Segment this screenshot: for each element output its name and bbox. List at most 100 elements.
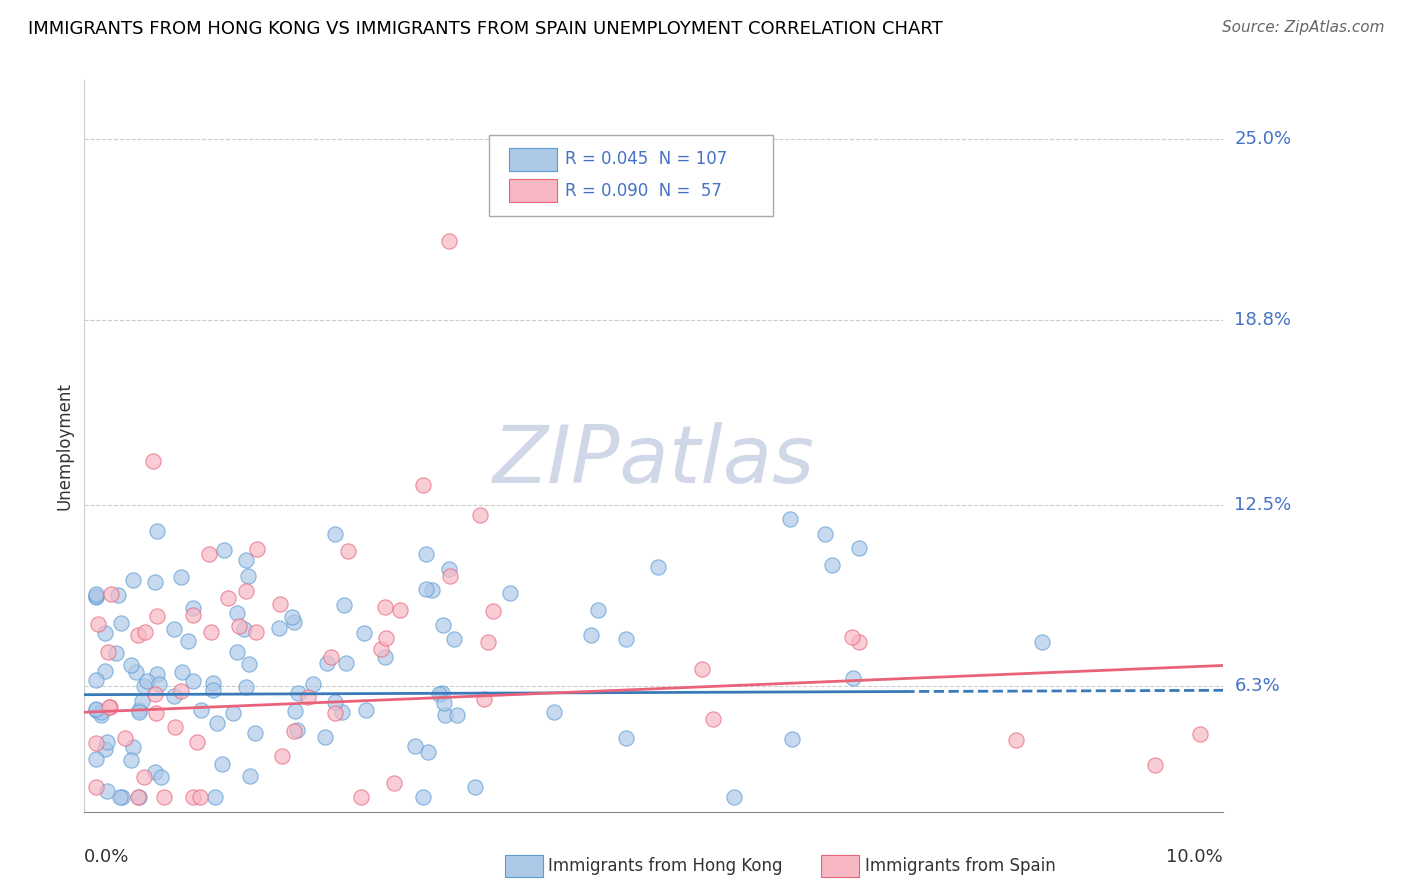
Point <box>84 673 107 687</box>
Point <box>90 708 112 723</box>
Point <box>163 622 186 636</box>
Point <box>443 632 465 646</box>
Point <box>145 764 167 779</box>
Point <box>420 583 443 598</box>
Point <box>181 790 204 805</box>
Point <box>217 591 239 605</box>
Point <box>111 790 134 805</box>
Text: Source: ZipAtlas.com: Source: ZipAtlas.com <box>1222 20 1385 35</box>
Point <box>128 790 150 805</box>
Point <box>283 615 305 629</box>
Point <box>170 665 193 680</box>
Point <box>233 622 256 636</box>
Point <box>110 616 132 631</box>
Point <box>437 234 460 248</box>
Point <box>1189 727 1212 741</box>
Point <box>323 526 346 541</box>
Point <box>270 748 292 763</box>
Text: Immigrants from Spain: Immigrants from Spain <box>865 857 1056 875</box>
Point <box>108 790 131 805</box>
Point <box>434 707 457 722</box>
Point <box>354 703 377 717</box>
Point <box>579 628 602 642</box>
Point <box>188 790 211 805</box>
FancyBboxPatch shape <box>489 136 773 216</box>
Point <box>163 720 186 734</box>
Point <box>84 591 107 605</box>
Point <box>163 690 186 704</box>
Point <box>176 633 198 648</box>
Point <box>482 604 505 618</box>
Point <box>225 644 247 658</box>
Point <box>84 736 107 750</box>
Point <box>284 704 307 718</box>
Point <box>470 508 492 522</box>
Point <box>132 770 155 784</box>
Point <box>226 606 249 620</box>
Point <box>200 625 222 640</box>
Point <box>314 730 336 744</box>
Point <box>238 657 260 671</box>
Point <box>245 624 267 639</box>
Point <box>702 712 724 726</box>
Point <box>353 625 375 640</box>
Point <box>316 657 339 671</box>
Point <box>87 617 110 632</box>
Point <box>433 696 456 710</box>
Point <box>370 642 392 657</box>
Point <box>1143 758 1166 772</box>
Text: 18.8%: 18.8% <box>1234 311 1291 329</box>
Point <box>432 618 454 632</box>
Point <box>586 602 609 616</box>
Point <box>415 582 437 597</box>
Point <box>472 691 495 706</box>
Point <box>84 590 107 604</box>
Point <box>97 645 120 659</box>
Point <box>181 601 204 615</box>
Point <box>134 624 156 639</box>
Text: Immigrants from Hong Kong: Immigrants from Hong Kong <box>548 857 783 875</box>
Point <box>499 586 522 600</box>
Point <box>235 680 257 694</box>
Point <box>616 632 638 646</box>
Point <box>1005 733 1028 747</box>
Point <box>84 752 107 766</box>
Point <box>245 726 267 740</box>
Point <box>84 780 107 794</box>
Point <box>283 724 305 739</box>
Point <box>107 589 129 603</box>
Point <box>323 695 346 709</box>
Point <box>122 574 145 588</box>
Point <box>287 685 309 699</box>
Text: R = 0.045  N = 107: R = 0.045 N = 107 <box>565 150 727 169</box>
Text: ZIPatlas: ZIPatlas <box>492 422 815 500</box>
Text: R = 0.090  N =  57: R = 0.090 N = 57 <box>565 182 721 200</box>
Point <box>418 745 440 759</box>
Point <box>848 635 870 649</box>
Point <box>335 656 357 670</box>
Point <box>136 673 159 688</box>
Point <box>201 683 224 698</box>
Point <box>412 478 434 492</box>
Point <box>269 597 291 611</box>
Point <box>543 705 565 719</box>
Point <box>389 603 412 617</box>
Point <box>186 735 208 749</box>
Point <box>841 631 863 645</box>
Point <box>779 512 801 526</box>
Point <box>412 790 434 805</box>
Point <box>239 769 262 783</box>
Point <box>128 706 150 720</box>
Point <box>848 541 870 556</box>
Point <box>350 790 373 805</box>
Point <box>125 665 148 680</box>
Text: 25.0%: 25.0% <box>1234 130 1292 148</box>
Point <box>152 790 174 805</box>
Point <box>120 753 142 767</box>
Point <box>90 705 112 719</box>
Point <box>170 570 193 584</box>
Text: 12.5%: 12.5% <box>1234 496 1292 514</box>
Point <box>780 732 803 747</box>
Point <box>131 694 153 708</box>
Point <box>84 702 107 716</box>
